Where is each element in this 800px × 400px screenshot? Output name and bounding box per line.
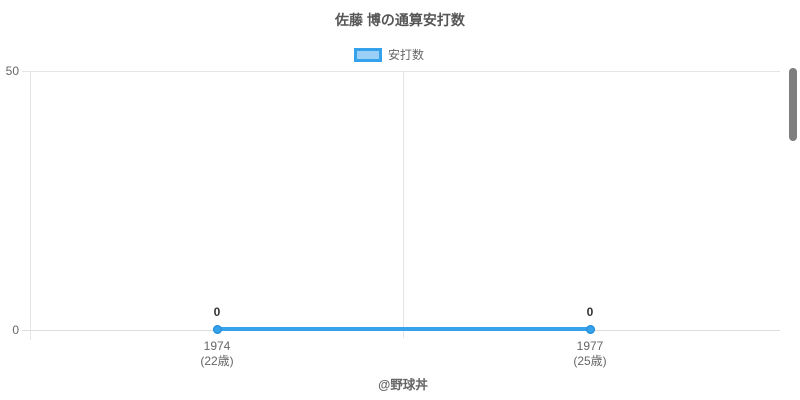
gridline-x-mid — [403, 71, 404, 338]
data-point-1977[interactable] — [585, 324, 595, 334]
data-point-1974[interactable] — [212, 324, 222, 334]
x-tick-1977: 1977 (25歳) — [540, 339, 640, 369]
scrollbar-thumb[interactable] — [789, 68, 797, 141]
y-axis-line — [30, 71, 31, 340]
x-tick-year-1974: 1974 — [203, 339, 231, 353]
gridline-y50 — [22, 71, 780, 72]
chart-title: 佐藤 博の通算安打数 — [335, 12, 465, 28]
footer-credit: @野球丼 — [378, 378, 428, 392]
legend-label-hits[interactable]: 安打数 — [387, 48, 424, 62]
point-value-1977: 0 — [586, 305, 594, 319]
x-tick-year-1977: 1977 — [576, 339, 604, 353]
y-tick-0: 0 — [12, 323, 19, 337]
y-tick-50: 50 — [5, 64, 19, 78]
x-tick-age-1977: (25歳) — [573, 354, 607, 368]
point-value-1974: 0 — [213, 305, 221, 319]
series-line-hits — [217, 327, 590, 331]
legend: 安打数 — [0, 46, 778, 63]
legend-swatch-hits[interactable] — [353, 47, 382, 62]
x-tick-age-1974: (22歳) — [200, 354, 234, 368]
x-tick-1974: 1974 (22歳) — [167, 339, 267, 369]
